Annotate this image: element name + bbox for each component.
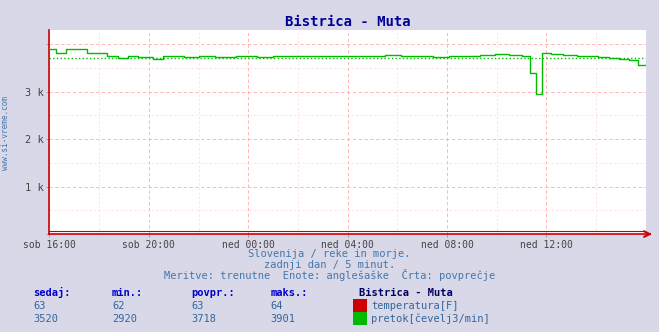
Text: zadnji dan / 5 minut.: zadnji dan / 5 minut.	[264, 260, 395, 270]
Text: 63: 63	[191, 301, 204, 311]
Text: 2920: 2920	[112, 314, 137, 324]
Text: Bistrica - Muta: Bistrica - Muta	[359, 288, 453, 298]
Text: 63: 63	[33, 301, 45, 311]
Text: 62: 62	[112, 301, 125, 311]
Text: povpr.:: povpr.:	[191, 288, 235, 298]
Text: maks.:: maks.:	[270, 288, 308, 298]
Text: 64: 64	[270, 301, 283, 311]
Text: 3901: 3901	[270, 314, 295, 324]
Text: temperatura[F]: temperatura[F]	[371, 301, 459, 311]
Text: sedaj:: sedaj:	[33, 287, 71, 298]
Text: Meritve: trenutne  Enote: anglešaške  Črta: povprečje: Meritve: trenutne Enote: anglešaške Črta…	[164, 269, 495, 281]
Title: Bistrica - Muta: Bistrica - Muta	[285, 15, 411, 29]
Text: pretok[čevelj3/min]: pretok[čevelj3/min]	[371, 313, 490, 324]
Text: 3520: 3520	[33, 314, 58, 324]
Text: 3718: 3718	[191, 314, 216, 324]
Text: min.:: min.:	[112, 288, 143, 298]
Text: Slovenija / reke in morje.: Slovenija / reke in morje.	[248, 249, 411, 259]
Text: www.si-vreme.com: www.si-vreme.com	[1, 96, 10, 170]
